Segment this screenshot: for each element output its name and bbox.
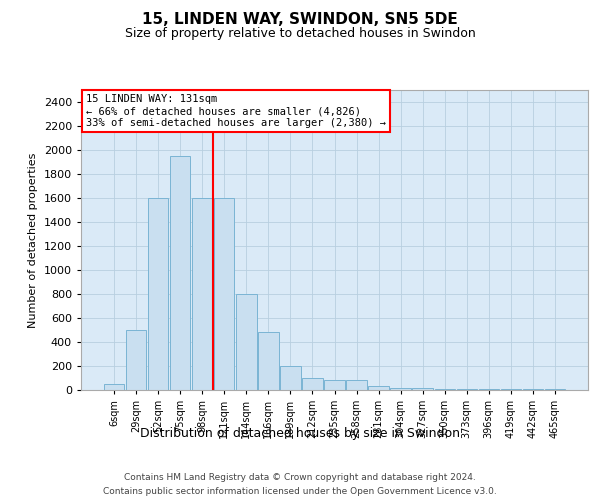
Bar	[368, 386, 389, 390]
Text: Size of property relative to detached houses in Swindon: Size of property relative to detached ho…	[125, 28, 475, 40]
Bar	[126, 330, 146, 390]
Text: Contains HM Land Registry data © Crown copyright and database right 2024.: Contains HM Land Registry data © Crown c…	[124, 472, 476, 482]
Bar	[192, 198, 212, 390]
Bar	[258, 332, 278, 390]
Bar	[391, 388, 411, 390]
Bar	[412, 388, 433, 390]
Text: Contains public sector information licensed under the Open Government Licence v3: Contains public sector information licen…	[103, 488, 497, 496]
Bar	[302, 378, 323, 390]
Text: 15 LINDEN WAY: 131sqm
← 66% of detached houses are smaller (4,826)
33% of semi-d: 15 LINDEN WAY: 131sqm ← 66% of detached …	[86, 94, 386, 128]
Bar	[214, 198, 235, 390]
Text: Distribution of detached houses by size in Swindon: Distribution of detached houses by size …	[140, 428, 460, 440]
Text: 15, LINDEN WAY, SWINDON, SN5 5DE: 15, LINDEN WAY, SWINDON, SN5 5DE	[142, 12, 458, 28]
Bar	[236, 294, 257, 390]
Bar	[325, 380, 344, 390]
Y-axis label: Number of detached properties: Number of detached properties	[28, 152, 38, 328]
Bar	[280, 366, 301, 390]
Bar	[346, 380, 367, 390]
Bar	[104, 384, 124, 390]
Bar	[434, 389, 455, 390]
Bar	[148, 198, 169, 390]
Bar	[170, 156, 190, 390]
